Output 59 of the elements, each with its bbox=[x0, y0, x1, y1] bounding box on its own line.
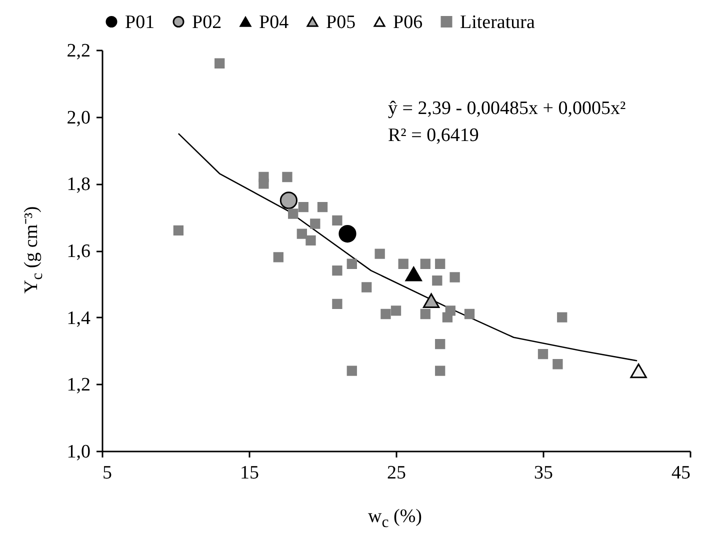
x-axis-title: w$_{c}$ (%) bbox=[368, 506, 422, 532]
point bbox=[346, 366, 357, 376]
point bbox=[332, 215, 342, 226]
legend-label: P04 bbox=[259, 12, 290, 33]
point bbox=[332, 265, 342, 276]
x-tick-label: 35 bbox=[534, 462, 553, 484]
point bbox=[298, 202, 308, 212]
point bbox=[258, 178, 269, 189]
y-tick-label: 2,0 bbox=[66, 107, 90, 128]
y-tick-label: 1,6 bbox=[66, 241, 90, 262]
point bbox=[214, 58, 225, 68]
point bbox=[346, 258, 357, 269]
point bbox=[338, 224, 356, 243]
point bbox=[420, 258, 430, 269]
point bbox=[310, 218, 320, 229]
legend-label: P05 bbox=[326, 12, 356, 33]
point bbox=[374, 248, 385, 259]
point bbox=[420, 308, 430, 320]
point bbox=[280, 192, 298, 210]
point bbox=[557, 312, 568, 322]
point bbox=[432, 275, 442, 286]
point bbox=[296, 228, 307, 239]
point bbox=[435, 258, 446, 269]
point bbox=[538, 349, 548, 360]
y-tick-label: 1,0 bbox=[66, 442, 90, 462]
y-tick-label: 1,4 bbox=[66, 308, 91, 329]
y-tick-label: 2,2 bbox=[66, 40, 90, 62]
point bbox=[390, 306, 402, 316]
x-tick-label: 15 bbox=[240, 462, 259, 484]
point bbox=[464, 308, 475, 320]
y-tick-label: 1,2 bbox=[66, 374, 90, 396]
point bbox=[630, 363, 647, 378]
legend-label: P06 bbox=[393, 12, 423, 33]
legend-label: P01 bbox=[125, 12, 155, 33]
legend-label: Literatura bbox=[460, 12, 536, 33]
point bbox=[282, 172, 292, 182]
annotation: R² = 0,6419 bbox=[388, 125, 479, 146]
point bbox=[405, 266, 422, 282]
annotation: ŷ = 2,39 - 0,00485x + 0,0005x² bbox=[388, 98, 626, 119]
x-tick-label: 45 bbox=[672, 462, 690, 484]
x-tick-label: 5 bbox=[102, 462, 112, 484]
point bbox=[422, 293, 440, 308]
point bbox=[552, 359, 563, 370]
point bbox=[435, 366, 446, 376]
y-tick-label: 1,8 bbox=[66, 174, 90, 196]
point bbox=[450, 272, 460, 282]
point bbox=[380, 308, 391, 320]
legend-label: P02 bbox=[192, 12, 222, 33]
point bbox=[173, 225, 184, 236]
point bbox=[288, 208, 298, 219]
point bbox=[273, 252, 284, 262]
x-tick-label: 25 bbox=[387, 462, 406, 484]
point bbox=[435, 338, 446, 350]
point bbox=[306, 235, 316, 246]
point bbox=[362, 282, 372, 292]
point bbox=[317, 202, 328, 212]
point bbox=[332, 298, 342, 310]
point bbox=[442, 312, 453, 322]
point bbox=[398, 258, 408, 269]
